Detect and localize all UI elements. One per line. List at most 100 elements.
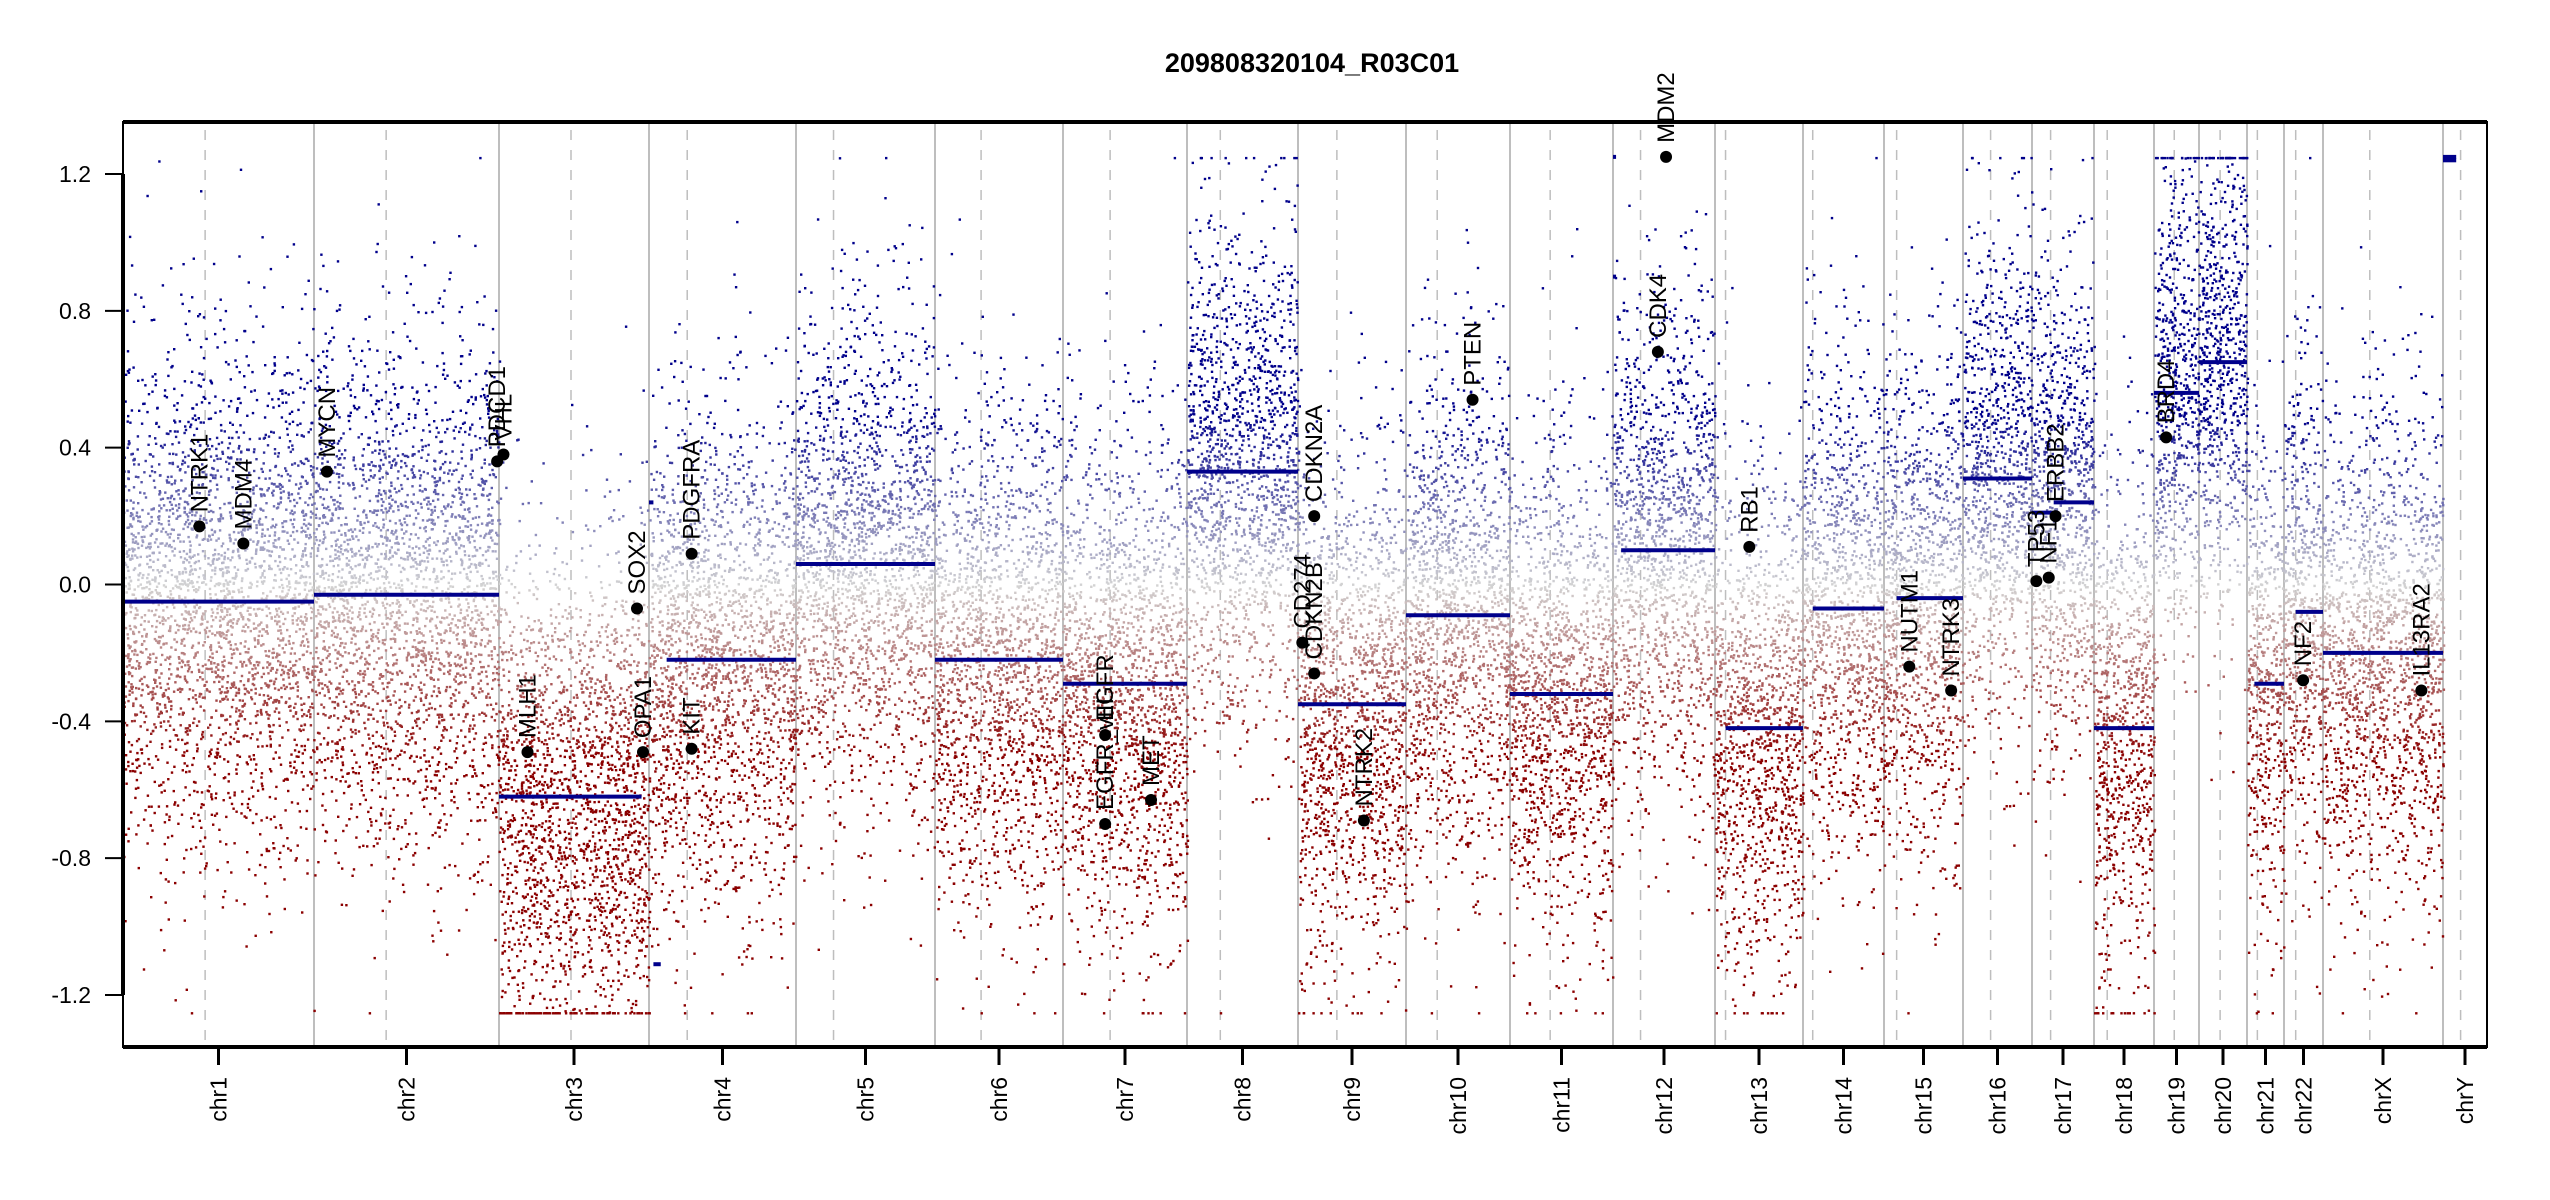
probe-point bbox=[238, 555, 240, 557]
probe-point bbox=[415, 509, 417, 511]
probe-point bbox=[357, 630, 359, 632]
probe-point bbox=[204, 641, 206, 643]
probe-point bbox=[191, 1012, 193, 1014]
probe-point bbox=[396, 659, 398, 661]
probe-point bbox=[438, 761, 440, 763]
probe-point bbox=[134, 720, 136, 722]
probe-point bbox=[371, 461, 373, 463]
probe-point bbox=[474, 435, 476, 437]
probe-point bbox=[322, 659, 324, 661]
probe-point bbox=[288, 446, 290, 448]
probe-point bbox=[230, 644, 232, 646]
probe-point bbox=[196, 581, 198, 583]
probe-point bbox=[190, 544, 192, 546]
probe-point bbox=[425, 696, 427, 698]
probe-point bbox=[487, 764, 489, 766]
probe-point bbox=[470, 634, 472, 636]
probe-point bbox=[210, 796, 212, 798]
probe-point bbox=[241, 591, 243, 593]
probe-point bbox=[249, 722, 251, 724]
probe-point bbox=[290, 687, 292, 689]
probe-point bbox=[244, 640, 246, 642]
probe-point bbox=[308, 523, 310, 525]
probe-point bbox=[316, 772, 318, 774]
probe-point bbox=[260, 644, 262, 646]
probe-point bbox=[345, 583, 347, 585]
probe-point bbox=[287, 540, 289, 542]
probe-point bbox=[334, 586, 336, 588]
probe-point bbox=[486, 524, 488, 526]
probe-point bbox=[354, 582, 356, 584]
probe-point bbox=[203, 357, 205, 359]
probe-point bbox=[157, 546, 159, 548]
probe-point bbox=[169, 627, 171, 629]
probe-point bbox=[490, 537, 492, 539]
probe-point bbox=[376, 767, 378, 769]
probe-point bbox=[133, 653, 135, 655]
probe-point bbox=[223, 799, 225, 801]
probe-point bbox=[356, 710, 358, 712]
probe-point bbox=[295, 483, 297, 485]
probe-point bbox=[462, 475, 464, 477]
probe-point bbox=[248, 364, 250, 366]
probe-point bbox=[181, 666, 183, 668]
probe-point bbox=[467, 833, 469, 835]
probe-point bbox=[148, 566, 150, 568]
probe-point bbox=[457, 874, 459, 876]
probe-point bbox=[279, 852, 281, 854]
probe-point bbox=[413, 760, 415, 762]
probe-point bbox=[479, 157, 481, 159]
probe-point bbox=[450, 702, 452, 704]
probe-point bbox=[433, 910, 435, 912]
probe-point bbox=[367, 375, 369, 377]
probe-point bbox=[301, 745, 303, 747]
probe-point bbox=[295, 683, 297, 685]
probe-point bbox=[165, 901, 167, 903]
probe-point bbox=[194, 414, 196, 416]
probe-point bbox=[300, 697, 302, 699]
probe-point bbox=[364, 727, 366, 729]
probe-point bbox=[198, 642, 200, 644]
probe-point bbox=[469, 580, 471, 582]
probe-point bbox=[273, 847, 275, 849]
probe-point bbox=[292, 687, 294, 689]
probe-point bbox=[399, 357, 401, 359]
probe-point bbox=[394, 501, 396, 503]
probe-point bbox=[219, 626, 221, 628]
probe-point bbox=[424, 641, 426, 643]
probe-point bbox=[347, 564, 349, 566]
probe-point bbox=[312, 476, 314, 478]
probe-point bbox=[272, 494, 274, 496]
probe-point bbox=[221, 451, 223, 453]
probe-point bbox=[326, 290, 328, 292]
probe-point bbox=[129, 559, 131, 561]
probe-point bbox=[473, 738, 475, 740]
probe-point bbox=[433, 241, 435, 243]
probe-point bbox=[468, 537, 470, 539]
probe-point bbox=[283, 651, 285, 653]
probe-point bbox=[315, 615, 317, 617]
probe-point bbox=[394, 393, 396, 395]
probe-point bbox=[217, 669, 219, 671]
probe-point bbox=[443, 775, 445, 777]
probe-point bbox=[265, 434, 267, 436]
probe-point bbox=[254, 874, 256, 876]
probe-point bbox=[223, 665, 225, 667]
probe-point bbox=[173, 766, 175, 768]
probe-point bbox=[127, 761, 129, 763]
probe-point bbox=[443, 640, 445, 642]
probe-point bbox=[294, 761, 296, 763]
probe-point bbox=[377, 558, 379, 560]
probe-point bbox=[382, 450, 384, 452]
probe-point bbox=[275, 678, 277, 680]
probe-point bbox=[394, 633, 396, 635]
probe-point bbox=[222, 896, 224, 898]
probe-point bbox=[399, 519, 401, 521]
probe-point bbox=[287, 611, 289, 613]
probe-point bbox=[260, 819, 262, 821]
probe-point bbox=[315, 482, 317, 484]
probe-point bbox=[392, 740, 394, 742]
probe-point bbox=[479, 447, 481, 449]
probe-point bbox=[393, 368, 395, 370]
probe-point bbox=[165, 689, 167, 691]
